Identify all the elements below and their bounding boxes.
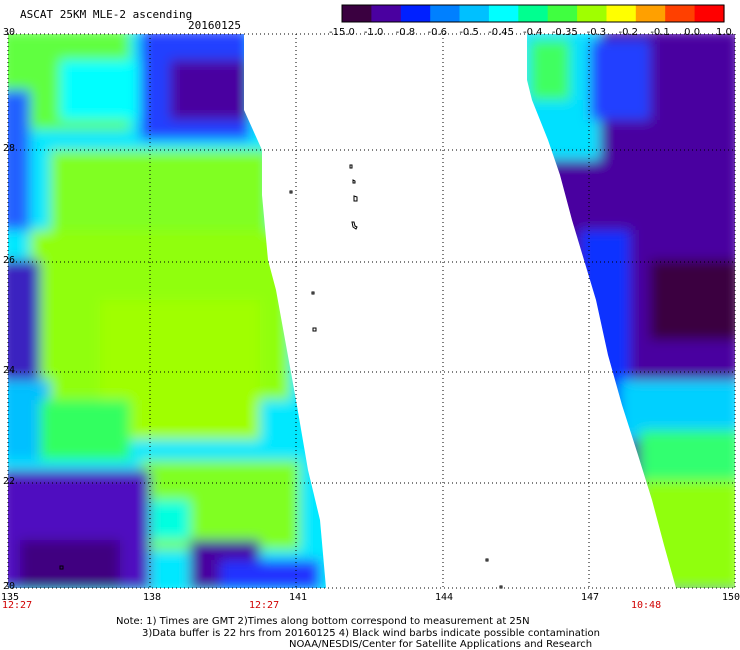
swath-time-3: 10:48 bbox=[631, 600, 662, 611]
colorbar-swatch bbox=[635, 5, 666, 22]
lon-label-144: 144 bbox=[435, 592, 454, 603]
colorbar bbox=[341, 4, 725, 23]
colorbar-swatch bbox=[547, 5, 578, 22]
note-line-1: Note: 1) Times are GMT 2)Times along bot… bbox=[116, 616, 530, 627]
product-date: 20160125 bbox=[188, 19, 241, 32]
lon-label-147: 147 bbox=[581, 592, 600, 603]
colorbar-swatch bbox=[430, 5, 461, 22]
colorbar-tick-label: -15.0 bbox=[329, 27, 355, 38]
lat-label-28: 28 bbox=[3, 143, 16, 154]
colorbar-swatch bbox=[577, 5, 608, 22]
lat-label-30: 30 bbox=[3, 27, 16, 38]
island-outlines bbox=[59, 164, 503, 589]
note-line-2: 3)Data buffer is 22 hrs from 20160125 4)… bbox=[142, 628, 600, 639]
product-title: ASCAT 25KM MLE-2 ascending bbox=[20, 8, 193, 21]
lat-label-24: 24 bbox=[3, 365, 16, 376]
colorbar-tick-label: -0.45 bbox=[488, 27, 515, 38]
colorbar-swatch bbox=[400, 5, 431, 22]
swath-time-1: 12:27 bbox=[2, 600, 33, 611]
lon-label-135: 135 bbox=[1, 592, 20, 603]
colorbar-border bbox=[341, 4, 725, 23]
colorbar-tick-label: -0.2 bbox=[618, 27, 639, 38]
lat-label-22: 22 bbox=[3, 476, 16, 487]
lon-label-141: 141 bbox=[289, 592, 308, 603]
colorbar-tick-label: -1.0 bbox=[363, 27, 384, 38]
colorbar-tick-label: -0.8 bbox=[395, 27, 416, 38]
colorbar-tick-label: -0.3 bbox=[586, 27, 607, 38]
colorbar-swatch bbox=[694, 5, 725, 22]
colorbar-tick-label: -0.4 bbox=[523, 27, 543, 38]
lon-label-138: 138 bbox=[143, 592, 162, 603]
note-line-3: NOAA/NESDIS/Center for Satellite Applica… bbox=[289, 639, 593, 650]
colorbar-tick-label: 1.0 bbox=[716, 27, 732, 38]
right-swath bbox=[527, 34, 735, 588]
lon-label-150: 150 bbox=[722, 592, 740, 603]
lat-lon-grid bbox=[7, 33, 736, 588]
colorbar-swatch bbox=[518, 5, 549, 22]
colorbar-tick-label: -0.5 bbox=[459, 27, 479, 38]
colorbar-swatch bbox=[606, 5, 637, 22]
colorbar-swatch bbox=[665, 5, 696, 22]
colorbar-swatch bbox=[342, 5, 372, 22]
colorbar-tick-label: -0.1 bbox=[650, 27, 670, 38]
colorbar-swatch bbox=[488, 5, 519, 22]
colorbar-tick-label: -0.6 bbox=[427, 27, 448, 38]
colorbar-swatch bbox=[459, 5, 490, 22]
lat-label-20: 20 bbox=[3, 581, 16, 592]
colorbar-tick-label: -0.35 bbox=[551, 27, 578, 38]
colorbar-swatch bbox=[371, 5, 402, 22]
swath-time-2: 12:27 bbox=[249, 600, 280, 611]
left-swath bbox=[8, 34, 326, 588]
colorbar-tick-label: 0.0 bbox=[684, 27, 701, 38]
lat-label-26: 26 bbox=[3, 255, 16, 266]
